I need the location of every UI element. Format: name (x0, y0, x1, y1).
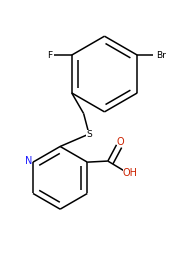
Text: F: F (47, 51, 53, 60)
Text: S: S (86, 130, 92, 138)
Text: N: N (24, 156, 32, 166)
Text: Br: Br (156, 51, 166, 60)
Text: OH: OH (123, 168, 138, 178)
Text: O: O (117, 137, 124, 147)
